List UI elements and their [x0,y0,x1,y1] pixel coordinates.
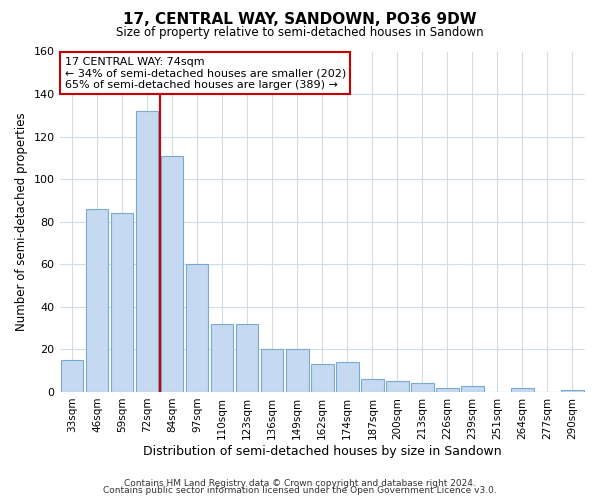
Bar [111,213,133,392]
Bar [511,388,534,392]
Bar [411,384,434,392]
Bar [136,111,158,392]
Bar [186,264,208,392]
Text: 17, CENTRAL WAY, SANDOWN, PO36 9DW: 17, CENTRAL WAY, SANDOWN, PO36 9DW [123,12,477,28]
Bar [161,156,184,392]
Text: Size of property relative to semi-detached houses in Sandown: Size of property relative to semi-detach… [116,26,484,39]
Text: 17 CENTRAL WAY: 74sqm
← 34% of semi-detached houses are smaller (202)
65% of sem: 17 CENTRAL WAY: 74sqm ← 34% of semi-deta… [65,56,346,90]
Bar [461,386,484,392]
Bar [236,324,259,392]
Bar [561,390,584,392]
Bar [436,388,458,392]
Bar [286,350,308,392]
Bar [211,324,233,392]
Y-axis label: Number of semi-detached properties: Number of semi-detached properties [15,112,28,331]
Text: Contains HM Land Registry data © Crown copyright and database right 2024.: Contains HM Land Registry data © Crown c… [124,478,476,488]
Bar [86,209,109,392]
Text: Contains public sector information licensed under the Open Government Licence v3: Contains public sector information licen… [103,486,497,495]
Bar [386,382,409,392]
X-axis label: Distribution of semi-detached houses by size in Sandown: Distribution of semi-detached houses by … [143,444,502,458]
Bar [336,362,359,392]
Bar [261,350,283,392]
Bar [61,360,83,392]
Bar [311,364,334,392]
Bar [361,379,383,392]
